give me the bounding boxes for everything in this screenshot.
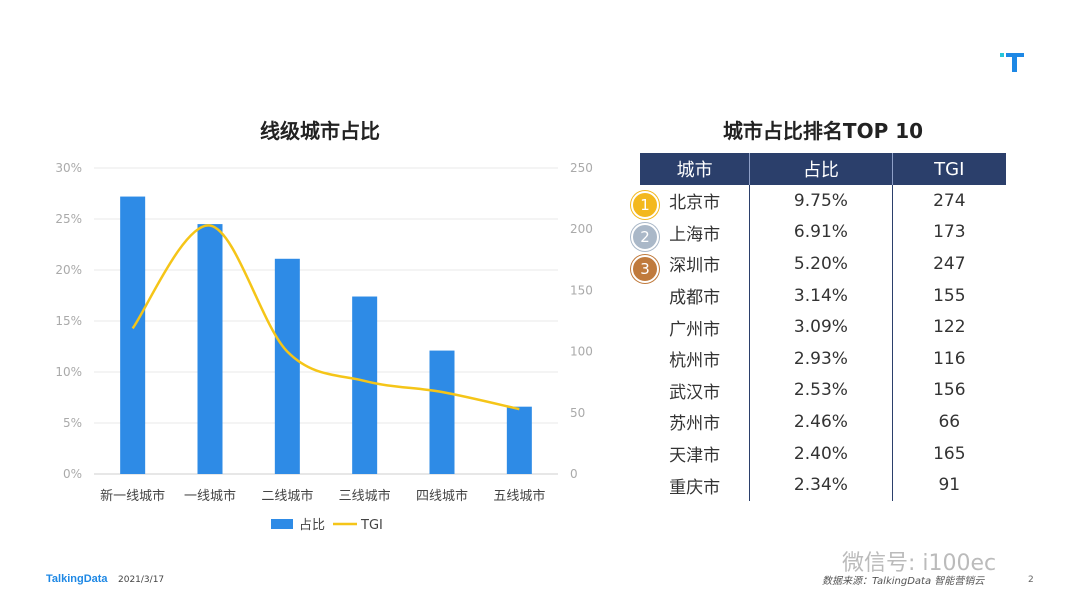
tgi-cell: 156	[933, 380, 966, 401]
right-tick-label: 250	[570, 161, 593, 175]
share-cell: 2.34%	[749, 469, 893, 501]
wechat-watermark: 微信号: i100ec	[842, 551, 997, 576]
left-tick-label: 30%	[55, 161, 82, 175]
share-cell: 3.09%	[749, 311, 893, 343]
left-tick-label: 0%	[63, 467, 82, 481]
bar	[120, 196, 146, 474]
left-tick-label: 10%	[55, 365, 82, 379]
tgi-line	[131, 224, 520, 411]
header-share: 占比	[749, 153, 893, 185]
bar	[274, 258, 300, 474]
category-label: 二线城市	[261, 488, 313, 504]
table-row: 天津市 2.40% 165	[640, 437, 1006, 470]
right-tick-label: 0	[570, 467, 578, 481]
page-number: 2	[1028, 575, 1034, 585]
bar	[352, 296, 378, 474]
chart-title: 线级城市占比	[260, 119, 380, 143]
table-row: 北京市 9.75% 274	[640, 185, 1006, 217]
tgi-cell: 66	[938, 411, 961, 432]
share-cell: 2.53%	[749, 374, 893, 407]
city-cell: 天津市	[669, 446, 721, 467]
city-cell: 杭州市	[669, 351, 721, 372]
header-tgi: TGI	[892, 153, 1006, 185]
category-label: 三线城市	[339, 488, 391, 504]
tgi-cell: 155	[933, 285, 966, 306]
table-header-row: 城市 占比 TGI	[640, 153, 1006, 185]
silver-medal-icon: 2	[631, 223, 659, 251]
left-tick-label: 20%	[55, 263, 82, 277]
tgi-cell: 122	[933, 317, 966, 338]
share-cell: 6.91%	[749, 216, 893, 249]
right-tick-label: 50	[570, 406, 585, 420]
tgi-cell: 165	[933, 443, 966, 464]
table-row: 深圳市 5.20% 247	[640, 248, 1006, 280]
share-cell: 5.20%	[749, 248, 893, 280]
city-cell: 上海市	[669, 224, 721, 245]
share-cell: 2.93%	[749, 342, 893, 375]
city-cell: 苏州市	[669, 414, 721, 435]
category-label: 新一线城市	[100, 488, 165, 504]
bar	[197, 224, 223, 474]
table-row: 重庆市 2.34% 91	[640, 469, 1006, 501]
bronze-medal-icon: 3	[631, 255, 659, 283]
category-label: 五线城市	[493, 488, 545, 504]
tgi-cell: 274	[933, 190, 966, 211]
bar	[506, 406, 532, 474]
table-title: 城市占比排名TOP 10	[722, 119, 924, 143]
header-city: 城市	[640, 153, 750, 185]
legend-label-share: 占比	[299, 518, 325, 533]
table-row: 苏州市 2.46% 66	[640, 406, 1006, 438]
right-tick-label: 150	[570, 283, 593, 297]
left-tick-label: 25%	[55, 212, 82, 226]
city-cell: 重庆市	[669, 477, 721, 498]
city-cell: 成都市	[669, 288, 721, 309]
category-label: 四线城市	[416, 488, 468, 504]
tgi-cell: 91	[938, 475, 961, 496]
table-row: 上海市 6.91% 173	[640, 216, 1006, 249]
city-cell: 武汉市	[669, 382, 721, 403]
city-cell: 广州市	[669, 319, 721, 340]
talkingdata-logo-icon	[1000, 53, 1024, 72]
gold-medal-icon: 1	[631, 191, 659, 219]
footer-source: 数据来源：TalkingData 智能营销云	[822, 576, 985, 587]
share-cell: 2.46%	[749, 406, 893, 438]
legend-label-tgi: TGI	[360, 518, 383, 533]
tgi-cell: 173	[933, 222, 966, 243]
footer-brand-logo: TalkingData	[46, 573, 108, 585]
left-tick-label: 5%	[63, 416, 82, 430]
bar	[429, 350, 455, 474]
share-cell: 2.40%	[749, 437, 893, 470]
left-tick-label: 15%	[55, 314, 82, 328]
share-cell: 9.75%	[749, 185, 893, 217]
category-label: 一线城市	[184, 488, 236, 504]
share-cell: 3.14%	[749, 279, 893, 312]
table-row: 广州市 3.09% 122	[640, 311, 1006, 343]
table-row: 成都市 3.14% 155	[640, 279, 1006, 312]
table-row: 杭州市 2.93% 116	[640, 342, 1006, 375]
city-cell: 北京市	[669, 193, 721, 214]
table-row: 武汉市 2.53% 156	[640, 374, 1006, 407]
legend-bar-swatch	[271, 519, 293, 529]
tgi-cell: 116	[933, 348, 966, 369]
footer-date: 2021/3/17	[118, 575, 165, 585]
right-tick-label: 100	[570, 345, 593, 359]
right-tick-label: 200	[570, 222, 593, 236]
ranking-table: 城市 占比 TGI 北京市 9.75% 274 上海市 6.91% 173 深圳市 5.2…	[640, 153, 1006, 501]
city-cell: 深圳市	[669, 256, 721, 277]
tgi-cell: 247	[933, 253, 966, 274]
